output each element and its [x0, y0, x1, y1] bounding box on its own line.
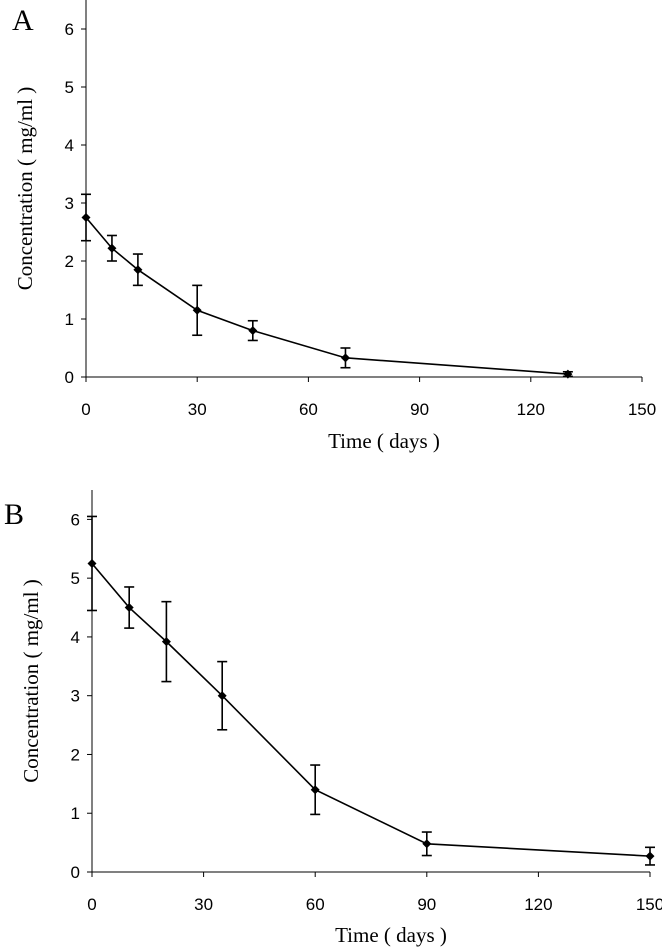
y-tick-label: 6 [65, 20, 74, 39]
data-point [81, 213, 91, 222]
y-tick-label: 5 [71, 569, 80, 588]
panel-label: B [4, 498, 24, 531]
x-tick-label: 150 [628, 400, 656, 419]
data-point [133, 265, 143, 275]
data-point [645, 851, 655, 861]
x-tick-label: 120 [524, 895, 552, 914]
x-axis-title: Time ( days ) [328, 429, 440, 453]
x-tick-label: 120 [517, 400, 545, 419]
data-point [340, 353, 350, 363]
y-tick-label: 0 [71, 863, 80, 882]
x-tick-label: 60 [306, 895, 325, 914]
x-tick-label: 0 [81, 400, 90, 419]
data-point [310, 785, 320, 795]
y-tick-label: 0 [65, 368, 74, 387]
y-tick-label: 1 [65, 310, 74, 329]
panel-label: A [12, 4, 34, 37]
x-tick-label: 90 [410, 400, 429, 419]
y-tick-label: 2 [65, 252, 74, 271]
y-tick-label: 5 [65, 78, 74, 97]
data-point [563, 369, 573, 379]
y-tick-label: 3 [71, 687, 80, 706]
data-point [87, 558, 97, 568]
x-tick-label: 0 [87, 895, 96, 914]
series-line [85, 216, 568, 375]
y-axis-title: Concentration ( mg/ml ) [13, 87, 37, 291]
y-tick-label: 4 [65, 136, 74, 155]
y-tick-label: 1 [71, 804, 80, 823]
y-tick-label: 6 [71, 510, 80, 529]
y-tick-label: 2 [71, 745, 80, 764]
data-point [107, 243, 117, 253]
data-point [161, 637, 171, 647]
y-tick-label: 4 [71, 628, 80, 647]
x-tick-label: 150 [636, 895, 662, 914]
x-axis-title: Time ( days ) [335, 923, 447, 947]
data-point [422, 839, 432, 849]
y-axis-title: Concentration ( mg/ml ) [19, 579, 43, 783]
x-tick-label: 90 [417, 895, 436, 914]
x-tick-label: 30 [188, 400, 207, 419]
x-tick-label: 30 [194, 895, 213, 914]
data-point [124, 603, 134, 613]
data-point [192, 305, 202, 315]
data-point [248, 326, 258, 336]
data-point [217, 691, 227, 701]
y-tick-label: 3 [65, 194, 74, 213]
series-line [91, 562, 651, 857]
x-tick-label: 60 [299, 400, 318, 419]
